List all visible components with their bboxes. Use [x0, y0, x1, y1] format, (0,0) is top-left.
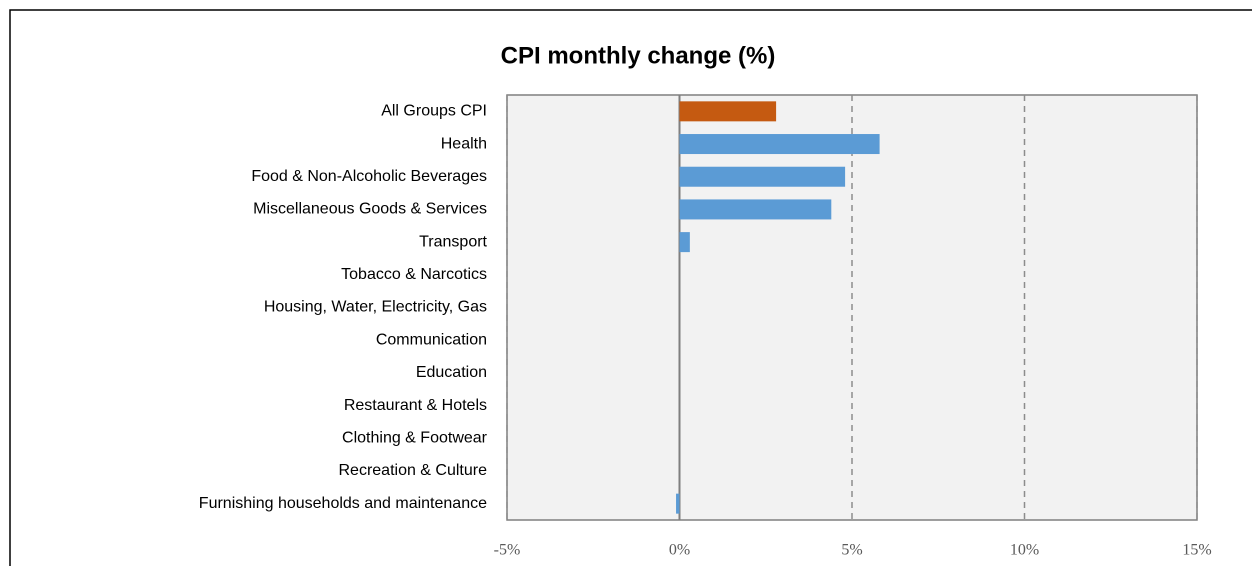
y-tick-label: Food & Non-Alcoholic Beverages: [251, 168, 487, 185]
y-tick-label: Recreation & Culture: [338, 462, 487, 479]
y-tick-label: Clothing & Footwear: [342, 429, 488, 446]
chart-title: CPI monthly change (%): [501, 42, 776, 69]
y-tick-label: Education: [416, 364, 487, 381]
bar: [679, 134, 880, 155]
x-tick-label: -5%: [494, 542, 521, 559]
y-tick-label: Housing, Water, Electricity, Gas: [264, 299, 487, 316]
x-tick-label: 10%: [1010, 542, 1039, 559]
y-tick-label: Communication: [376, 331, 487, 348]
y-tick-label: All Groups CPI: [381, 103, 487, 120]
y-tick-label: Restaurant & Hotels: [344, 397, 487, 414]
x-tick-label: 0%: [669, 542, 690, 559]
y-tick-label: Miscellaneous Goods & Services: [253, 201, 487, 218]
x-tick-label: 5%: [841, 542, 862, 559]
bar: [679, 232, 690, 253]
y-tick-label: Health: [441, 135, 487, 152]
bar: [679, 166, 846, 187]
bar: [676, 493, 680, 514]
y-tick-label: Transport: [419, 233, 487, 250]
y-tick-label: Tobacco & Narcotics: [341, 266, 487, 283]
x-tick-label: 15%: [1182, 542, 1211, 559]
y-tick-label: Furnishing households and maintenance: [199, 495, 487, 512]
bar: [679, 101, 777, 122]
bar: [679, 199, 832, 220]
